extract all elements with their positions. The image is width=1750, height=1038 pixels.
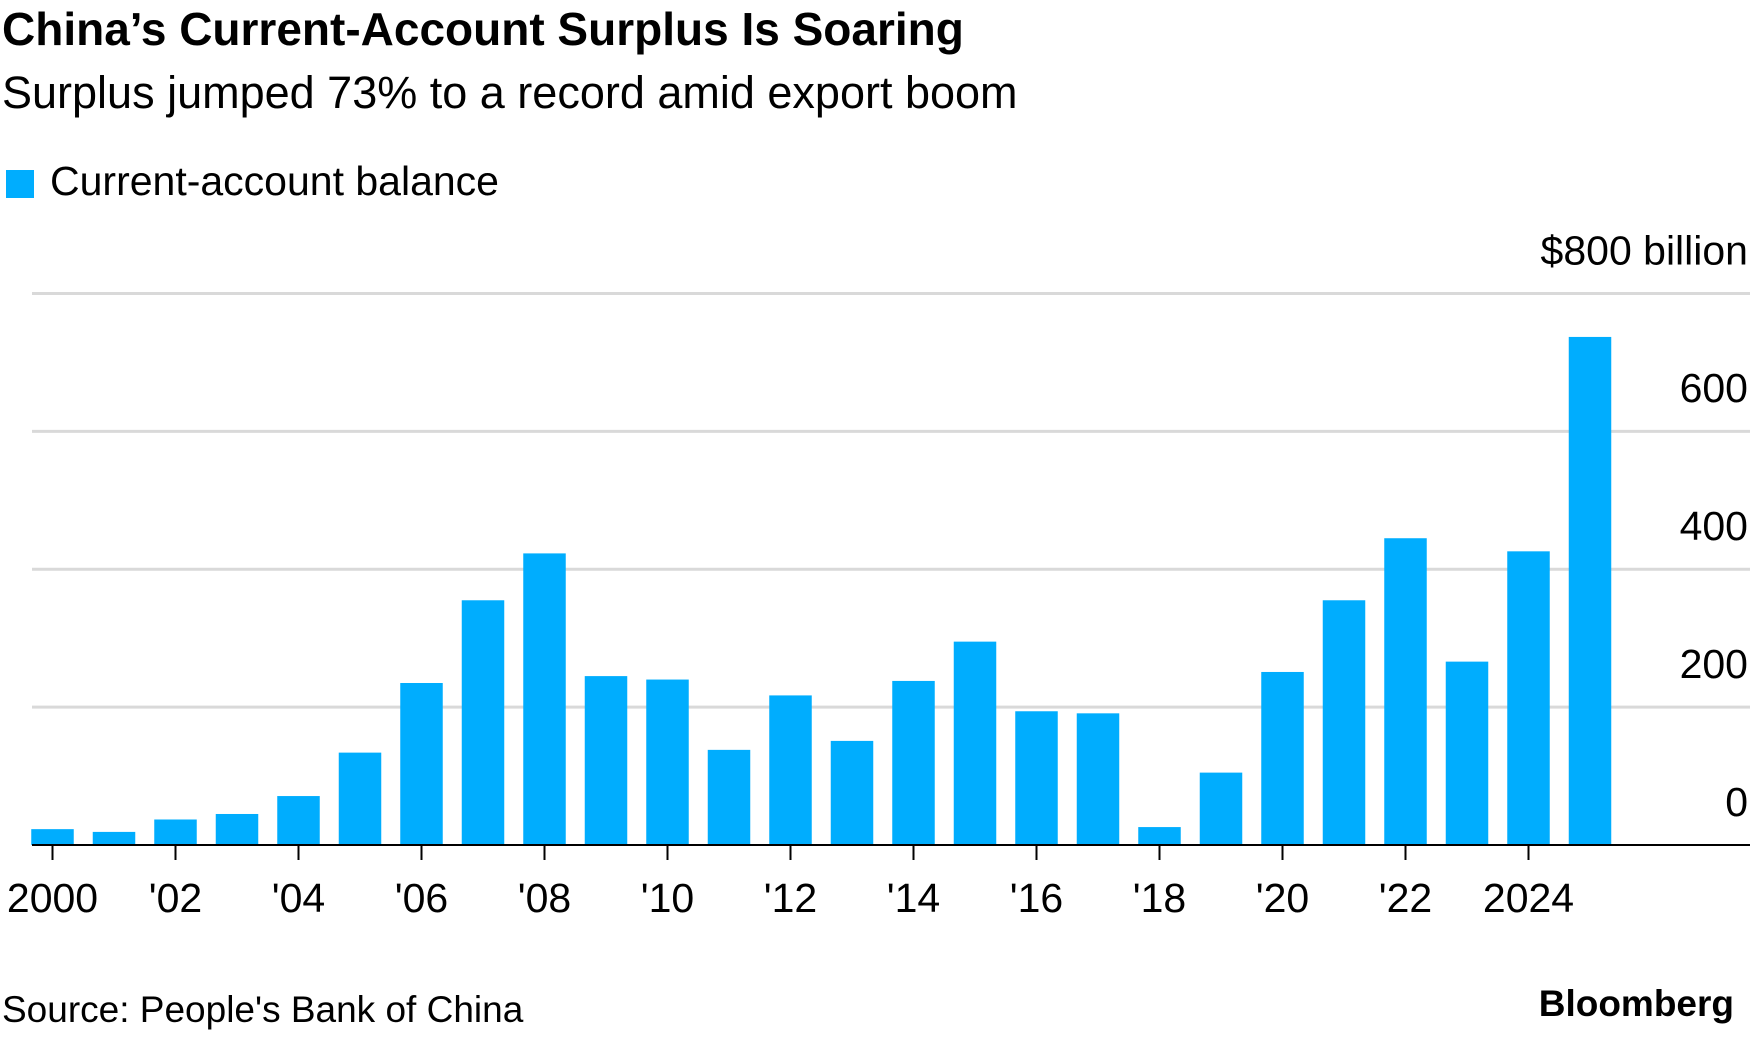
y-tick-label: 200 <box>1680 641 1748 687</box>
bar <box>769 695 812 845</box>
bar <box>31 829 74 845</box>
bar <box>1076 713 1120 845</box>
brand: Bloomberg <box>1539 983 1734 1024</box>
source: Source: People's Bank of China <box>2 989 524 1030</box>
x-tick-label: '02 <box>149 875 202 921</box>
bar <box>1507 551 1550 845</box>
y-tick-label: 0 <box>1725 779 1748 825</box>
legend-swatch <box>6 170 34 198</box>
bar <box>277 796 320 845</box>
bar <box>215 813 259 845</box>
bar <box>707 749 751 845</box>
bar <box>584 676 628 845</box>
bar <box>92 831 136 845</box>
bar <box>1384 538 1427 845</box>
bar <box>646 679 689 845</box>
y-tick-label: $800 billion <box>1541 227 1748 273</box>
bar <box>1568 336 1612 845</box>
bar <box>154 819 197 845</box>
chart-title: China’s Current-Account Surplus Is Soari… <box>2 3 964 55</box>
x-tick-label: 2024 <box>1483 875 1574 921</box>
bar <box>1261 671 1304 845</box>
y-tick-label: 600 <box>1680 365 1748 411</box>
x-tick-label: '20 <box>1256 875 1309 921</box>
bar <box>523 553 566 845</box>
bar <box>400 682 443 845</box>
x-tick-label: '04 <box>272 875 325 921</box>
bar <box>1445 661 1489 845</box>
x-tick-label: '06 <box>395 875 448 921</box>
x-tick-label: '14 <box>887 875 940 921</box>
x-tick-label: '08 <box>518 875 571 921</box>
y-tick-label: 400 <box>1680 503 1748 549</box>
bar <box>1199 772 1243 845</box>
bar <box>338 752 382 845</box>
x-tick-label: '12 <box>764 875 817 921</box>
bar <box>830 740 874 845</box>
x-tick-label: '22 <box>1379 875 1432 921</box>
x-tick-label: '10 <box>641 875 694 921</box>
bar <box>953 641 997 845</box>
bar <box>461 600 505 845</box>
x-tick-label: '16 <box>1010 875 1063 921</box>
bar <box>1138 827 1181 845</box>
chart-subtitle: Surplus jumped 73% to a record amid expo… <box>2 67 1018 118</box>
bar <box>1015 711 1058 845</box>
x-tick-label: '18 <box>1133 875 1186 921</box>
bar <box>1322 600 1366 845</box>
legend-label: Current-account balance <box>50 158 499 204</box>
bar <box>892 680 935 845</box>
x-tick-label: 2000 <box>7 875 98 921</box>
